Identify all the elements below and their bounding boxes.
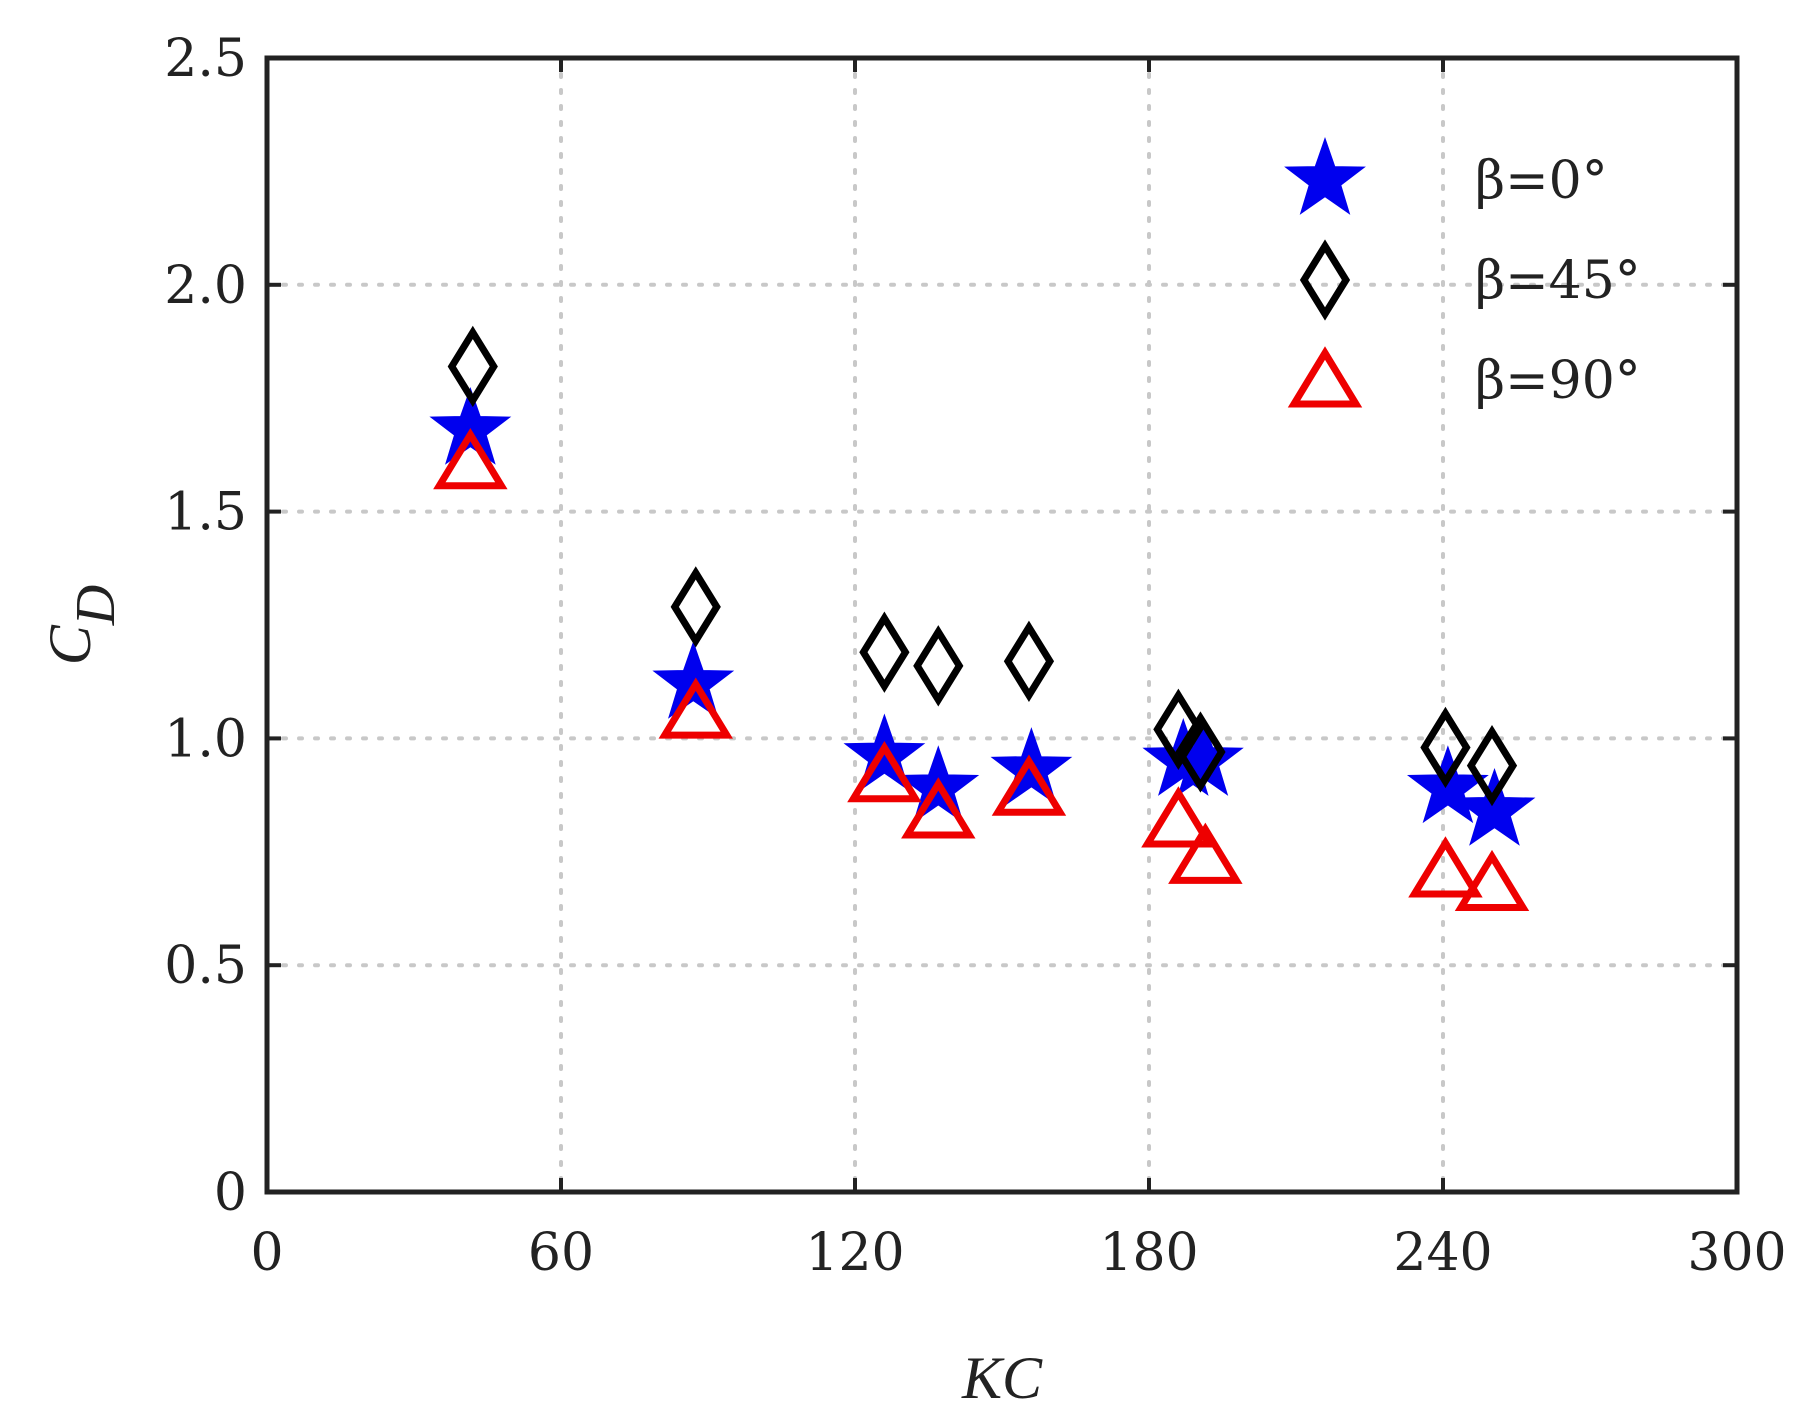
data-point-triangle <box>433 427 508 490</box>
data-point-diamond <box>859 611 910 693</box>
x-tick-label: 0 <box>250 1223 283 1283</box>
data-point-diamond <box>913 625 964 707</box>
data-point-star <box>652 640 735 719</box>
y-tick-label: 0 <box>214 1163 247 1223</box>
tick-labels: 0 60 120 180 240 300 0 0.5 1.0 1.5 2.0 2.5 <box>164 29 1786 1283</box>
x-tick-label: 300 <box>1687 1223 1786 1283</box>
svg-text:CD: CD <box>37 585 127 665</box>
series-star <box>429 386 1536 846</box>
plot-frame <box>264 55 1740 1195</box>
data-point-triangle <box>658 677 733 739</box>
data-point-triangle <box>1168 822 1243 884</box>
data-markers <box>429 325 1536 912</box>
y-tick-label: 2.0 <box>164 256 247 316</box>
data-point-triangle <box>1454 849 1530 912</box>
y-axis-title-subscript: D <box>65 585 127 626</box>
legend-marker-diamond <box>1299 239 1351 321</box>
y-tick-label: 2.5 <box>164 29 247 89</box>
y-tick-label: 0.5 <box>164 936 247 996</box>
legend-marker-star <box>1284 136 1366 215</box>
data-point-triangle <box>847 740 922 803</box>
legend-marker-triangle <box>1287 346 1363 408</box>
x-tick-label: 120 <box>805 1223 904 1283</box>
y-tick-label: 1.0 <box>164 709 247 769</box>
data-point-triangle <box>1408 836 1483 898</box>
legend: β=0° β=45° β=90° <box>1284 136 1641 411</box>
x-axis-title: KC <box>961 1345 1043 1411</box>
data-point-diamond <box>1003 620 1055 702</box>
data-point-diamond <box>1466 724 1518 807</box>
x-tick-label: 180 <box>1099 1223 1198 1283</box>
x-tick-label: 240 <box>1393 1223 1492 1283</box>
data-point-star <box>429 386 512 465</box>
data-point-diamond <box>670 566 721 648</box>
data-point-diamond <box>447 325 498 408</box>
data-point-triangle <box>901 777 976 839</box>
series-triangle <box>433 427 1530 912</box>
data-point-diamond <box>1153 688 1204 770</box>
series-diamond <box>447 325 1518 807</box>
y-axis-title: CD <box>37 585 127 665</box>
y-axis-title-main: C <box>37 624 103 665</box>
axis-ticks <box>265 56 1739 1194</box>
data-point-star <box>1453 767 1536 846</box>
data-point-diamond <box>1175 711 1226 793</box>
x-tick-label: 60 <box>528 1223 594 1283</box>
legend-label: β=45° <box>1475 251 1641 311</box>
legend-label: β=90° <box>1475 351 1641 411</box>
data-point-triangle <box>1141 786 1216 848</box>
grid <box>265 56 1739 1194</box>
legend-label: β=0° <box>1475 151 1608 211</box>
data-point-triangle <box>991 754 1067 816</box>
y-tick-label: 1.5 <box>164 483 247 543</box>
data-point-diamond <box>1420 706 1471 789</box>
